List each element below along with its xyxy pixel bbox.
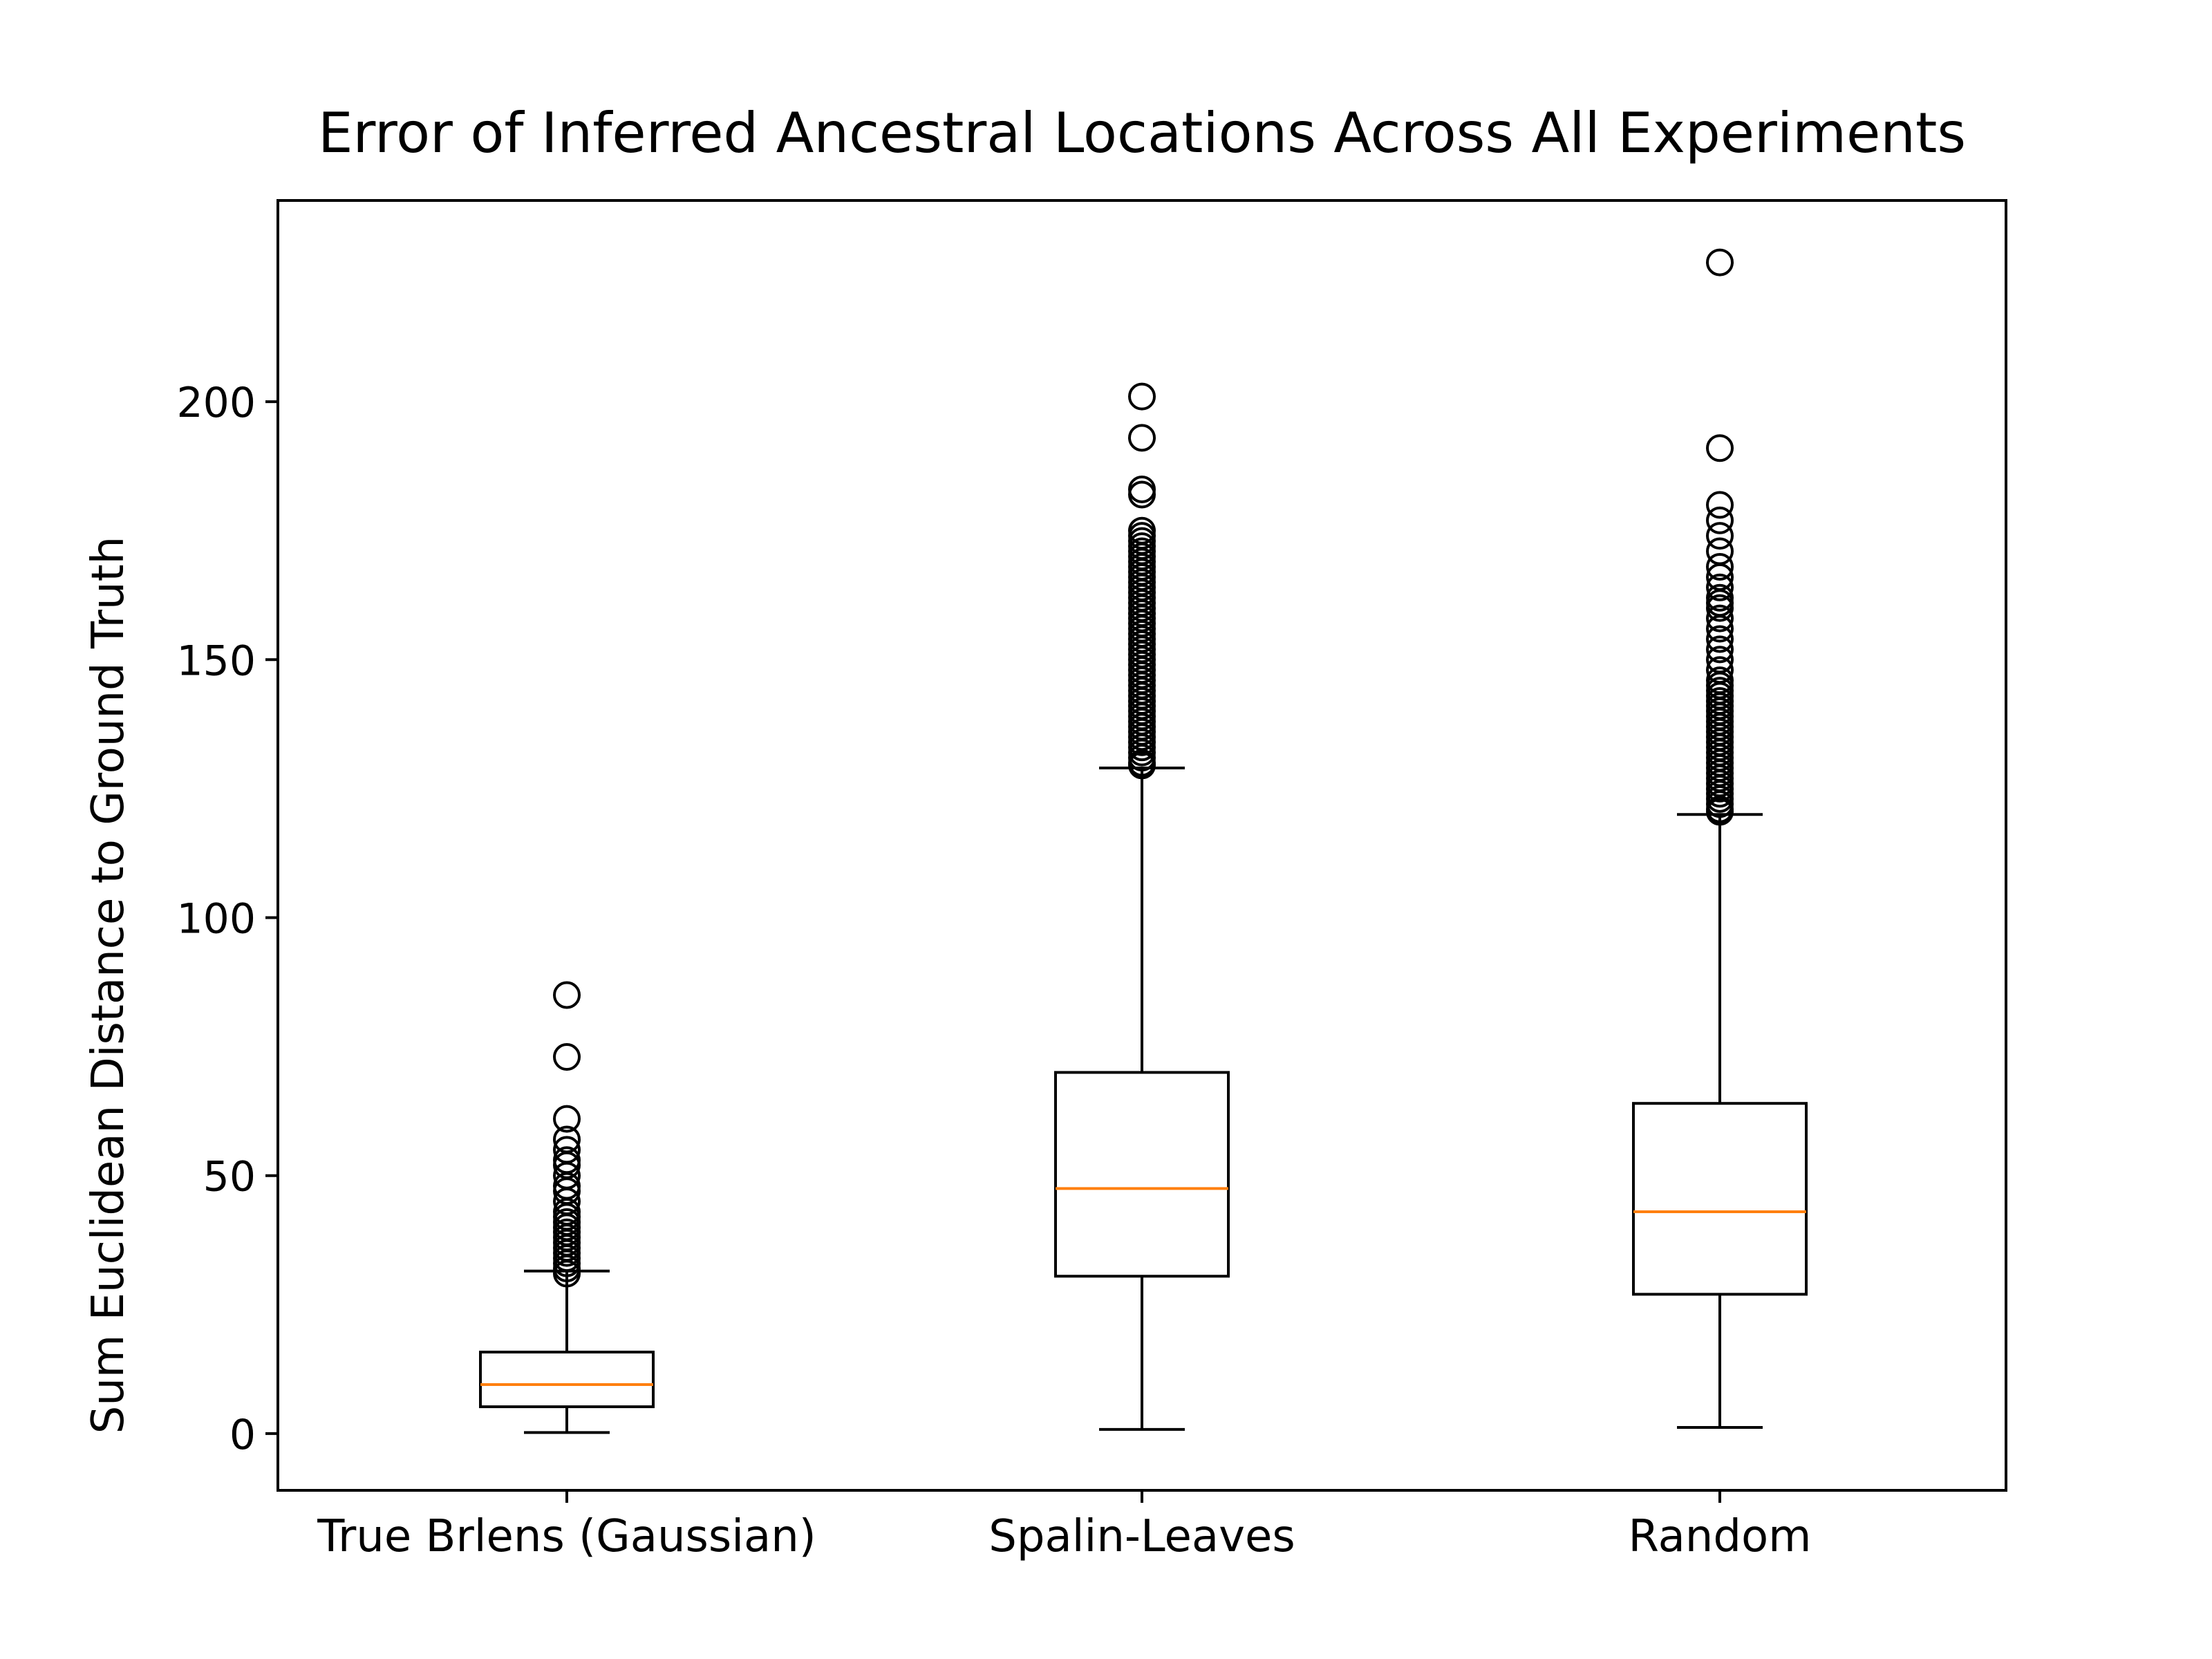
outlier-point bbox=[553, 1043, 581, 1071]
y-axis-label: Sum Euclidean Distance to Ground Truth bbox=[83, 536, 134, 1434]
outlier-point bbox=[1706, 666, 1734, 695]
iqr-box bbox=[1632, 1102, 1808, 1296]
outlier-point bbox=[1706, 604, 1734, 632]
x-tick-label: Spalin-Leaves bbox=[988, 1511, 1295, 1562]
outlier-point bbox=[1706, 589, 1734, 617]
outlier-point bbox=[1706, 552, 1734, 581]
x-tick-label: Random bbox=[1629, 1511, 1812, 1562]
outlier-point bbox=[1706, 506, 1734, 534]
outlier-point bbox=[1706, 248, 1734, 276]
plot-frame bbox=[276, 199, 2007, 1492]
plot-marks bbox=[479, 248, 1808, 1434]
iqr-box bbox=[1054, 1071, 1230, 1278]
outlier-point bbox=[1128, 480, 1156, 509]
outlier-point bbox=[1706, 583, 1734, 612]
axes-layer: 0 50 100 150 200 True Brlens (Gaussian) Spalin… bbox=[176, 379, 1811, 1562]
y-tick-label: 100 bbox=[176, 894, 256, 943]
outlier-point bbox=[1128, 516, 1156, 545]
y-tick-label: 200 bbox=[176, 379, 256, 427]
y-tick-label: 50 bbox=[203, 1153, 256, 1201]
box-group bbox=[479, 981, 655, 1434]
x-tick-label: True Brlens (Gaussian) bbox=[317, 1511, 816, 1562]
box-group bbox=[1632, 248, 1808, 1429]
outlier-point bbox=[1706, 635, 1734, 664]
outlier-point bbox=[1128, 424, 1156, 452]
outlier-point bbox=[1706, 537, 1734, 565]
outlier-point bbox=[1706, 646, 1734, 674]
outlier-point bbox=[1706, 656, 1734, 684]
outlier-point bbox=[1706, 491, 1734, 519]
outlier-point bbox=[553, 1146, 581, 1174]
outlier-point bbox=[1706, 434, 1734, 462]
outlier-point bbox=[1128, 475, 1156, 503]
outlier-point bbox=[553, 1105, 581, 1133]
outlier-point bbox=[1706, 573, 1734, 601]
iqr-box bbox=[479, 1350, 655, 1409]
y-tick-label: 0 bbox=[229, 1411, 256, 1459]
chart-title: Error of Inferred Ancestral Locations Ac… bbox=[318, 101, 1966, 165]
y-tick-label: 150 bbox=[176, 637, 256, 685]
outlier-point bbox=[553, 1136, 581, 1164]
outlier-point bbox=[553, 981, 581, 1009]
outlier-point bbox=[1128, 382, 1156, 411]
box-group bbox=[1054, 382, 1230, 1431]
outlier-point bbox=[553, 1125, 581, 1154]
outlier-point bbox=[1706, 522, 1734, 550]
outlier-point bbox=[1706, 625, 1734, 653]
